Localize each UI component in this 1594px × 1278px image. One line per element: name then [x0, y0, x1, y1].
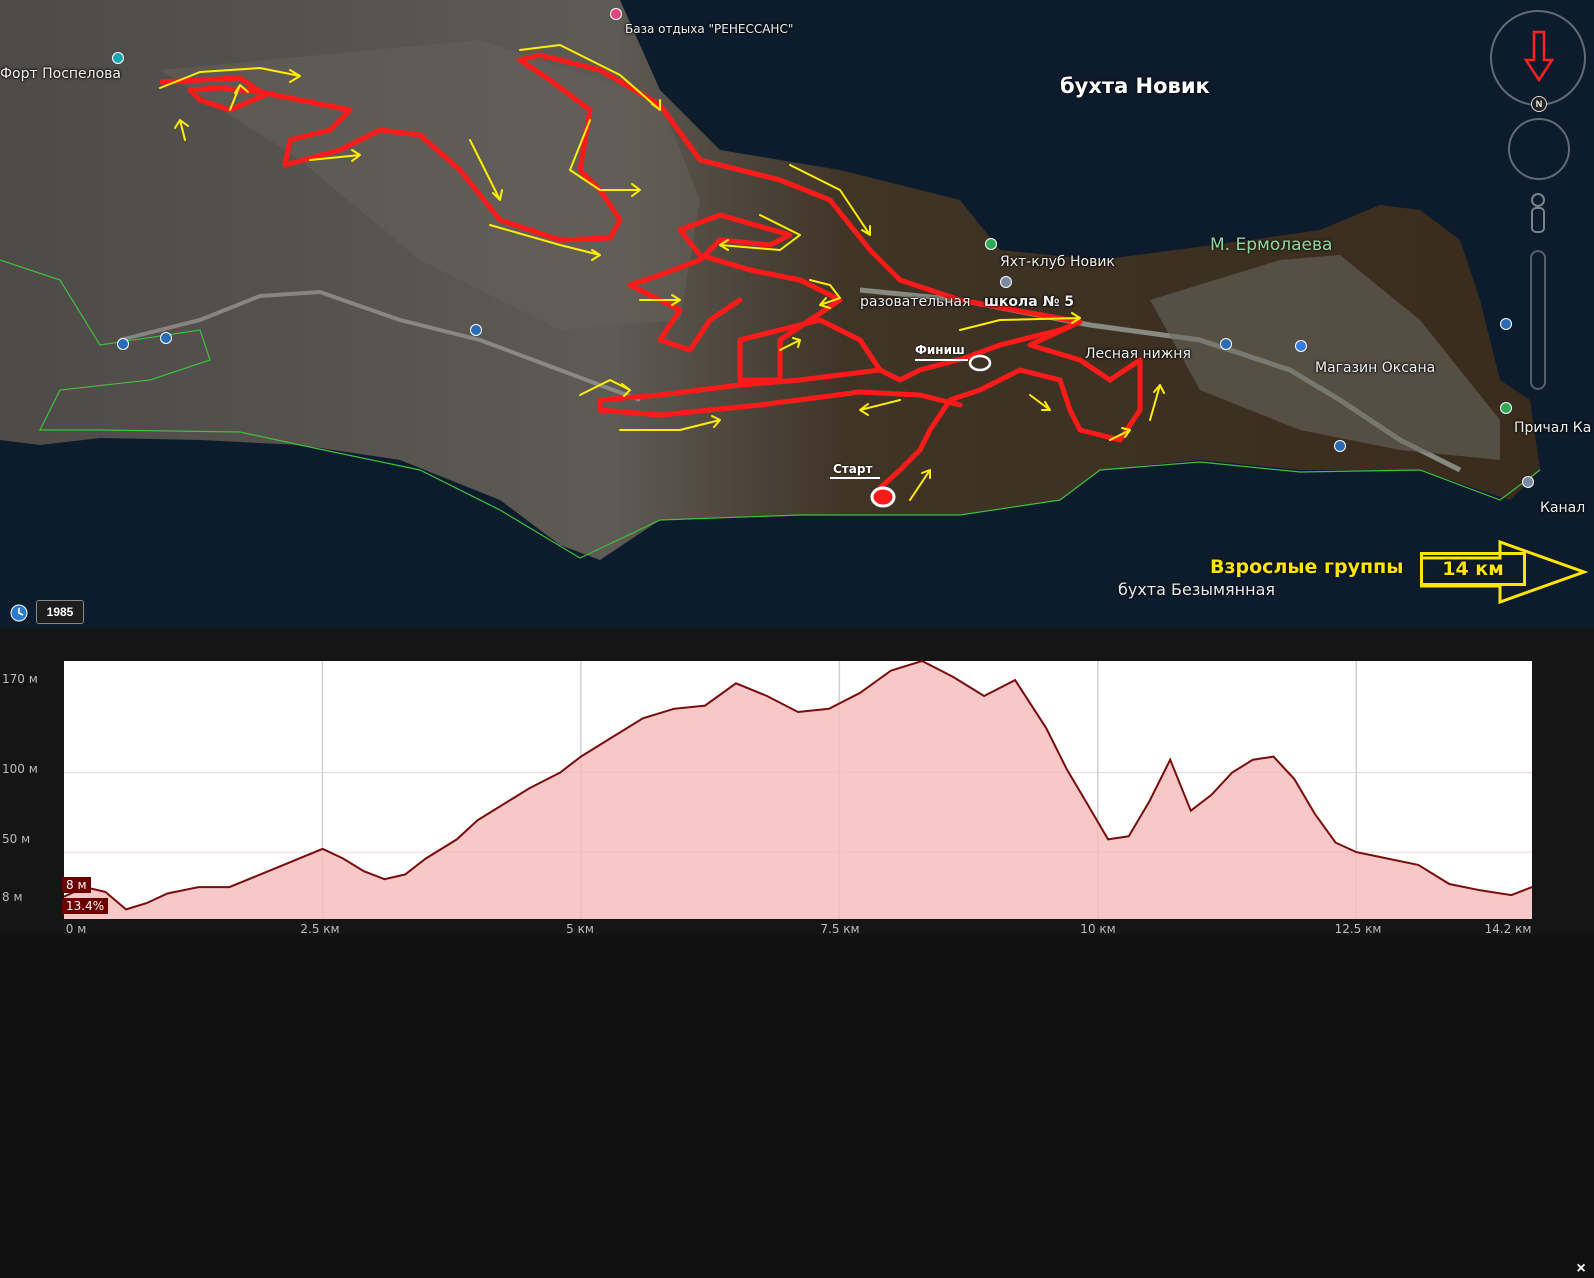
photo-pin-icon[interactable]: [1220, 338, 1232, 350]
distance-arrow-icon: [1420, 539, 1589, 605]
photo-pin-icon[interactable]: [470, 324, 482, 336]
x-tick-label: 0 м: [65, 922, 87, 936]
group-label: Взрослые группы: [1210, 556, 1404, 578]
x-tick-label: 10 км: [1080, 922, 1116, 936]
hover-grade-value: 13.4%: [62, 898, 109, 914]
compass-north-indicator[interactable]: N: [1531, 96, 1547, 112]
bay-novik-label: бухта Новик: [1060, 74, 1210, 98]
historical-imagery-clock-icon[interactable]: [10, 604, 28, 622]
distance-label: 14 км: [1420, 552, 1526, 586]
canal-label[interactable]: Канал: [1540, 500, 1586, 516]
coast-strip: [1150, 255, 1500, 460]
hillside-slope: [160, 40, 700, 330]
yacht-club-pin-icon[interactable]: [985, 238, 997, 250]
race-route-red: [159, 52, 1143, 491]
resort-label[interactable]: База отдыха "РЕНЕССАНС": [625, 22, 794, 36]
yacht-club-label[interactable]: Яхт-клуб Новик: [1000, 254, 1115, 270]
photo-pin-icon[interactable]: [117, 338, 129, 350]
x-tick-label: 2.5 км: [300, 922, 340, 936]
pier-pin-icon[interactable]: [1500, 402, 1512, 414]
cape-label: М. Ермолаева: [1210, 235, 1333, 255]
start-marker[interactable]: [870, 486, 896, 508]
direction-arrows-yellow: [159, 44, 1165, 501]
elevation-chart[interactable]: [0, 628, 1594, 935]
x-tick-label: 12.5 км: [1334, 922, 1382, 936]
elevation-area: [64, 661, 1532, 919]
zoom-slider[interactable]: [1530, 250, 1546, 390]
finish-marker[interactable]: [968, 354, 992, 372]
finish-label: Финиш: [915, 343, 965, 357]
pier-label[interactable]: Причал Ка: [1514, 420, 1592, 436]
photo-pin-icon[interactable]: [1500, 318, 1512, 330]
y-tick-label: 100 м: [2, 762, 38, 776]
elevation-line: [63, 659, 1533, 911]
x-tick-label: 14.2 км: [1484, 922, 1532, 936]
dirt-road: [119, 289, 641, 402]
map-imagery: [0, 0, 1594, 628]
elevation-profile-panel: ×: [0, 628, 1594, 1277]
bay-bezymyannaya-label: бухта Безымянная: [1118, 580, 1276, 599]
resort-pin-icon[interactable]: [610, 8, 622, 20]
fort-label[interactable]: Форт Поспелова: [0, 66, 122, 82]
y-tick-label: 50 м: [2, 832, 31, 846]
x-tick-label: 7.5 км: [820, 922, 860, 936]
compass-control[interactable]: [1490, 10, 1586, 106]
shop-pin-icon[interactable]: [1295, 340, 1307, 352]
school-pin-icon[interactable]: [1000, 276, 1012, 288]
x-tick-label: 5 км: [566, 922, 594, 936]
canal-pin-icon[interactable]: [1522, 476, 1534, 488]
school-label-part2[interactable]: школа № 5: [984, 294, 1075, 310]
hover-elevation-value: 8 м: [62, 877, 91, 893]
street-label: Лесная нижня: [1085, 346, 1191, 362]
start-label: Старт: [833, 462, 873, 476]
imagery-year-badge[interactable]: 1985: [36, 600, 84, 624]
photo-pin-icon[interactable]: [1334, 440, 1346, 452]
photo-pin-icon[interactable]: [160, 332, 172, 344]
y-tick-label: 170 м: [2, 672, 38, 686]
school-label-part1[interactable]: разовательная: [860, 294, 971, 310]
boundary-line: [0, 259, 1541, 559]
close-profile-button[interactable]: ×: [1576, 1260, 1586, 1277]
street-view-person-icon[interactable]: [1528, 192, 1548, 236]
y-tick-label: 8 м: [2, 890, 23, 904]
tilt-control[interactable]: [1508, 118, 1570, 180]
satellite-map-view[interactable]: Форт Поспелова База отдыха "РЕНЕССАНС" б…: [0, 0, 1594, 628]
fort-pin-icon[interactable]: [112, 52, 124, 64]
shop-label[interactable]: Магазин Оксана: [1315, 360, 1436, 376]
